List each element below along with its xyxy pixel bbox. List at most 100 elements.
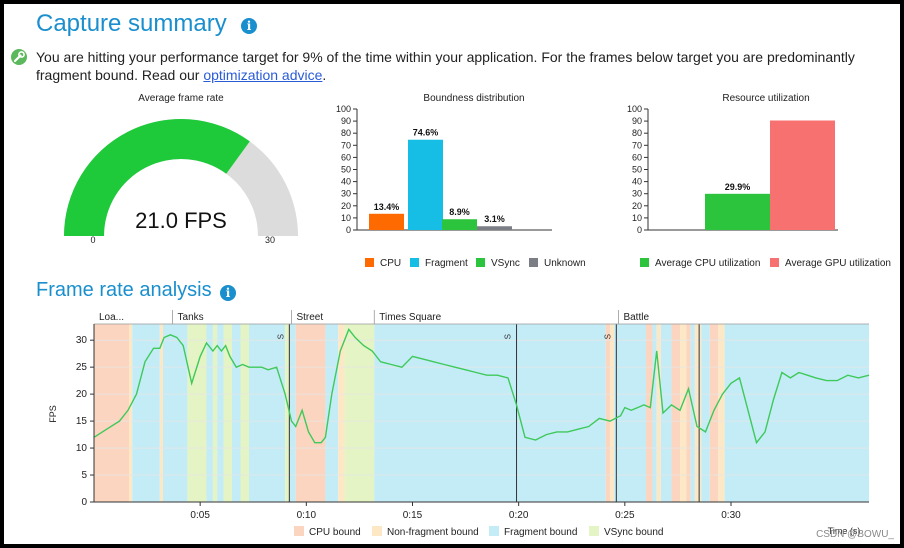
- band-vsync: [344, 324, 375, 502]
- band-fragment: [163, 324, 188, 502]
- boundness-legend-label[interactable]: Unknown: [544, 258, 586, 269]
- fps-legend-label[interactable]: Non-fragment bound: [387, 527, 479, 538]
- resource-utilization-chart: Resource utilization 0 10 20 30 40 50 60 70 80 90…: [627, 93, 891, 269]
- section-label[interactable]: Battle: [623, 312, 649, 323]
- utilization-legend-label[interactable]: Average GPU utilization: [785, 258, 891, 269]
- boundness-y-tick-label: 0: [346, 225, 351, 235]
- summary-sentence: You are hitting your performance target …: [36, 49, 855, 83]
- optimization-advice-link[interactable]: optimization advice: [203, 67, 323, 83]
- fps-legend-swatch: [589, 526, 599, 536]
- info-icon[interactable]: i: [241, 18, 257, 34]
- capture-report: Capture summary i You are hitting your p…: [4, 4, 900, 544]
- fps-ylabel: FPS: [48, 405, 58, 423]
- boundness-bar-unknown[interactable]: [477, 226, 512, 230]
- band-vsync: [223, 324, 233, 502]
- wrench-icon: [11, 49, 27, 65]
- boundness-legend-swatch: [476, 258, 485, 267]
- fps-series-line: [93, 328, 870, 445]
- section-label[interactable]: Street: [296, 312, 323, 323]
- boundness-bar-label: 3.1%: [484, 214, 505, 224]
- band-fragment: [249, 324, 286, 502]
- fps-y-tick-label: 0: [81, 497, 87, 508]
- boundness-y-tick-label: 100: [336, 104, 351, 114]
- section-marker-label: S: [603, 334, 612, 339]
- fps-legend-label[interactable]: VSync bound: [604, 527, 664, 538]
- watermark: CSDN @BOWU_: [816, 529, 894, 540]
- boundness-bar-cpu[interactable]: [369, 213, 404, 230]
- utilization-y-tick-label: 70: [632, 140, 642, 150]
- utilization-y-tick-label: 60: [632, 152, 642, 162]
- fps-x-tick-label: 0:10: [297, 510, 317, 521]
- utilization-y-tick-label: 0: [637, 225, 642, 235]
- band-cpu: [94, 324, 130, 502]
- boundness-bar-label: 74.6%: [413, 128, 439, 138]
- band-fragment: [289, 324, 296, 502]
- fps-legend-swatch: [372, 526, 382, 536]
- fps-y-tick-label: 15: [76, 416, 88, 427]
- boundness-y-tick-label: 80: [341, 128, 351, 138]
- fps-y-tick-label: 10: [76, 443, 88, 454]
- band-fragment: [701, 324, 710, 502]
- band-nonfrag: [159, 324, 164, 502]
- boundness-legend-swatch: [529, 258, 538, 267]
- boundness-legend-label[interactable]: CPU: [380, 258, 401, 269]
- utilization-y-tick-label: 90: [632, 116, 642, 126]
- boundness-bar-label: 13.4%: [374, 202, 400, 212]
- utilization-legend-label[interactable]: Average CPU utilization: [655, 258, 760, 269]
- utilization-bar-average-gpu-utilization[interactable]: [770, 120, 835, 230]
- info-icon[interactable]: i: [220, 285, 236, 301]
- band-cpu: [709, 324, 719, 502]
- fps-legend-swatch: [489, 526, 499, 536]
- boundness-y-tick-label: 60: [341, 152, 351, 162]
- boundness-bar-label: 8.9%: [449, 207, 470, 217]
- section-label[interactable]: Times Square: [379, 312, 441, 323]
- gauge-title: Average frame rate: [138, 93, 224, 104]
- band-nonfrag: [680, 324, 687, 502]
- band-fragment: [206, 324, 213, 502]
- fps-xlabel: Time (s): [828, 526, 861, 536]
- utilization-y-tick-label: 30: [632, 189, 642, 199]
- average-frame-rate-gauge: Average frame rate 21.0 FPS 0 30: [64, 93, 298, 245]
- band-nonfrag: [718, 324, 725, 502]
- band-nonfrag: [338, 324, 345, 502]
- utilization-bar-label: 29.9%: [725, 182, 751, 192]
- band-vsync: [212, 324, 218, 502]
- band-vsync: [285, 324, 290, 502]
- boundness-legend-label[interactable]: Fragment: [425, 258, 468, 269]
- utilization-y-tick-label: 100: [627, 104, 642, 114]
- utilization-y-tick-label: 50: [632, 165, 642, 175]
- utilization-y-tick-label: 80: [632, 128, 642, 138]
- fps-legend-label[interactable]: CPU bound: [309, 527, 361, 538]
- utilization-legend-swatch: [640, 258, 649, 267]
- boundness-legend-swatch: [365, 258, 374, 267]
- boundness-legend-label[interactable]: VSync: [491, 258, 520, 269]
- band-fragment: [652, 324, 657, 502]
- boundness-chart-title: Boundness distribution: [423, 93, 524, 104]
- boundness-bar-vsync[interactable]: [442, 219, 477, 230]
- section-label[interactable]: Loa...: [99, 312, 124, 323]
- section-label[interactable]: Tanks: [178, 312, 204, 323]
- gauge-min-label: 0: [90, 235, 95, 245]
- fps-y-tick-label: 30: [76, 335, 88, 346]
- utilization-chart-title: Resource utilization: [722, 93, 809, 104]
- band-nonfrag: [609, 324, 615, 502]
- band-vsync: [187, 324, 207, 502]
- boundness-bar-fragment[interactable]: [408, 139, 443, 230]
- utilization-y-tick-label: 10: [632, 213, 642, 223]
- fps-x-tick-label: 0:15: [403, 510, 423, 521]
- boundness-y-tick-label: 20: [341, 201, 351, 211]
- fps-legend-label[interactable]: Fragment bound: [504, 527, 577, 538]
- boundness-y-tick-label: 70: [341, 140, 351, 150]
- band-fragment: [232, 324, 241, 502]
- frame-rate-analysis-title: Frame rate analysis: [36, 279, 212, 301]
- fps-x-tick-label: 0:30: [721, 510, 741, 521]
- utilization-bar-average-cpu-utilization[interactable]: [705, 193, 770, 230]
- band-nonfrag: [656, 324, 661, 502]
- boundness-distribution-chart: Boundness distribution 0 10 20 30 40 50 60 70 80…: [336, 93, 586, 269]
- band-fragment: [690, 324, 695, 502]
- utilization-y-tick-label: 20: [632, 201, 642, 211]
- boundness-y-tick-label: 50: [341, 165, 351, 175]
- fps-y-tick-label: 20: [76, 389, 88, 400]
- fps-x-tick-label: 0:20: [509, 510, 529, 521]
